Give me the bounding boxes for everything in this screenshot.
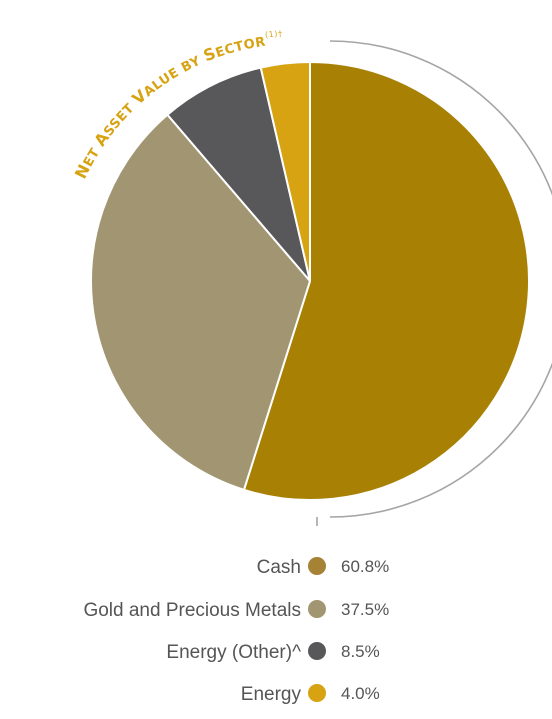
pie-slice-gold-and-precious-metals xyxy=(90,113,311,491)
title-superscript: (1)† xyxy=(264,29,282,40)
legend-value-gold-and-precious-metals: 37.5% xyxy=(341,600,389,619)
legend-marker-gold-and-precious-metals xyxy=(308,600,326,618)
pie-slices xyxy=(90,61,530,501)
pie-slice-energy xyxy=(259,61,311,282)
legend-label-cash: Cash xyxy=(257,557,301,578)
legend-marker-energy xyxy=(308,684,326,702)
legend-marker-cash xyxy=(308,557,326,575)
legend-marker-energy-other xyxy=(308,642,326,660)
pie-slice-cash xyxy=(242,61,530,501)
pie-slice-energy-other xyxy=(166,66,311,282)
legend-value-energy-other: 8.5% xyxy=(341,642,380,661)
legend-value-cash: 60.8% xyxy=(341,557,389,576)
legend-value-energy: 4.0% xyxy=(341,684,380,703)
legend: Cash 60.8% Gold and Precious Metals 37.5% En… xyxy=(83,557,389,705)
legend-label-energy: Energy xyxy=(241,684,302,705)
legend-label-energy-other: Energy (Other)^ xyxy=(166,642,301,663)
decorative-bracket-arc xyxy=(316,40,552,526)
legend-label-gold-and-precious-metals: Gold and Precious Metals xyxy=(83,600,301,621)
